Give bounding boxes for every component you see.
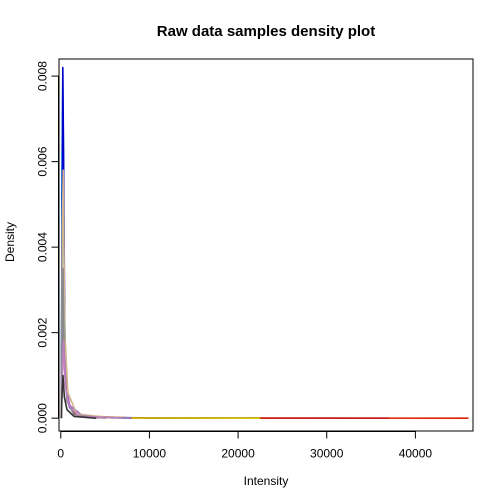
chart-title: Raw data samples density plot	[157, 23, 375, 40]
x-tick-label: 10000	[133, 447, 167, 461]
y-tick-label: 0.002	[36, 317, 50, 347]
x-tick-label: 20000	[221, 447, 255, 461]
density-series-line-9	[60, 374, 97, 419]
y-axis: 0.000 0.002 0.004 0.006 0.008	[36, 61, 59, 433]
y-axis-label: Density	[3, 222, 17, 262]
x-axis-label: Intensity	[244, 474, 289, 488]
density-series-line-4	[60, 314, 261, 419]
density-series-line-1	[60, 83, 132, 419]
x-tick-label: 0	[57, 447, 64, 461]
plot-area	[60, 66, 469, 419]
plot-frame	[58, 58, 474, 432]
density-series-line-8	[60, 340, 123, 419]
y-tick-label: 0.004	[36, 232, 50, 262]
x-tick-label: 30000	[310, 447, 344, 461]
density-series-line-6	[60, 169, 115, 419]
y-tick-label: 0.008	[36, 61, 50, 91]
x-axis: 0 10000 20000 30000 40000	[57, 431, 433, 461]
y-tick-label: 0.000	[36, 403, 50, 433]
density-series-line-3	[60, 297, 469, 419]
density-series-line-2	[60, 66, 389, 419]
y-tick-label: 0.006	[36, 146, 50, 176]
x-tick-label: 40000	[399, 447, 433, 461]
